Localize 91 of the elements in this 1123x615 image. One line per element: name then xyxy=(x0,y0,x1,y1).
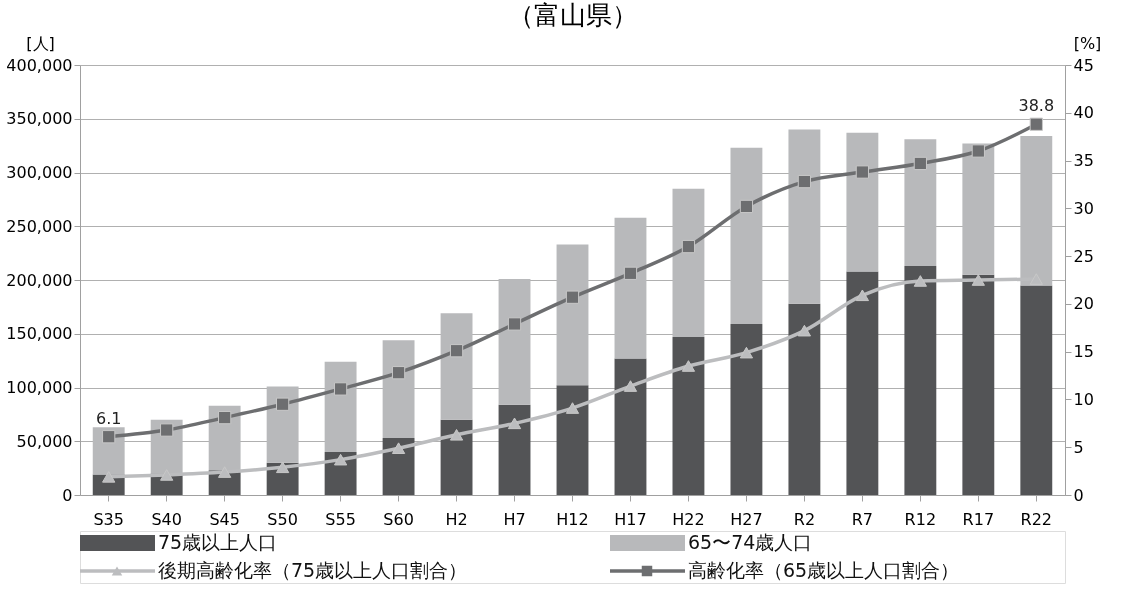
y2-tick-label: 35 xyxy=(1073,151,1094,171)
x-tick-label: H22 xyxy=(672,509,705,529)
point xyxy=(1029,117,1043,131)
point xyxy=(913,275,927,287)
x-tick-label: H17 xyxy=(614,509,647,529)
x-tick-label: S55 xyxy=(325,509,356,529)
bar xyxy=(788,303,821,495)
x-tick-label: S40 xyxy=(151,509,182,529)
point xyxy=(739,346,754,359)
bar xyxy=(440,419,473,495)
y2-tick-label: 30 xyxy=(1073,198,1094,218)
y-tick-label: 400,000 xyxy=(6,55,73,75)
point xyxy=(391,442,406,454)
bar xyxy=(962,274,995,495)
point xyxy=(565,290,580,304)
legend-label: 75歳以上人口 xyxy=(158,531,278,553)
point xyxy=(333,453,348,466)
point xyxy=(160,469,174,481)
data-label: 6.1 xyxy=(95,408,122,428)
y2-tick-label: 20 xyxy=(1073,294,1094,314)
x-tick-label: R7 xyxy=(851,509,874,529)
bar xyxy=(556,385,589,495)
point xyxy=(681,239,696,254)
point xyxy=(449,344,464,358)
point xyxy=(855,289,869,302)
x-tick-label: R12 xyxy=(904,509,937,529)
x-tick-label: H27 xyxy=(730,509,763,529)
point xyxy=(913,156,927,171)
y2-tick-label: 45 xyxy=(1073,55,1094,75)
point xyxy=(391,366,406,380)
point xyxy=(276,397,290,411)
y-tick-label: 300,000 xyxy=(6,163,73,182)
point xyxy=(739,199,754,214)
y-tick-label: 50,000 xyxy=(16,431,73,451)
x-tick-label: S60 xyxy=(383,509,414,529)
point xyxy=(276,461,290,474)
chart-title: （富山県） xyxy=(507,0,638,30)
x-tick-label: S50 xyxy=(267,509,298,529)
y-tick-label: 350,000 xyxy=(6,109,73,129)
point xyxy=(102,430,116,444)
point xyxy=(102,471,116,483)
x-tick-label: R2 xyxy=(793,509,816,529)
x-tick-label: S45 xyxy=(209,509,240,529)
y2-tick-label: 10 xyxy=(1073,389,1094,409)
bar xyxy=(1020,285,1053,495)
x-tick-label: H7 xyxy=(503,509,526,529)
point xyxy=(160,423,174,437)
point xyxy=(1029,273,1043,285)
bar xyxy=(846,271,879,495)
point xyxy=(797,324,812,337)
point xyxy=(623,266,638,280)
y-tick-label: 150,000 xyxy=(6,324,73,344)
y2-tick-label: 40 xyxy=(1073,103,1094,123)
bar xyxy=(730,324,763,495)
y2-tick-label: 0 xyxy=(1073,485,1084,505)
point xyxy=(971,144,985,158)
bar xyxy=(382,438,415,495)
y-tick-label: 100,000 xyxy=(6,378,73,397)
x-tick-label: R17 xyxy=(962,509,995,529)
x-tick-label: H12 xyxy=(556,509,589,529)
bar xyxy=(904,266,937,495)
y2-tick-label: 15 xyxy=(1073,342,1094,362)
point xyxy=(333,382,348,396)
point xyxy=(507,317,522,331)
point xyxy=(449,429,464,441)
y-tick-label: 200,000 xyxy=(6,270,73,290)
point xyxy=(623,380,638,392)
y2-tick-label: 25 xyxy=(1073,246,1094,266)
y-axis-title: [人] xyxy=(26,33,55,53)
y-tick-label: 250,000 xyxy=(6,216,73,236)
legend-label: 高齢化率（65歳以上人口割合） xyxy=(688,559,960,581)
legend-label: 後期高齢化率（75歳以上人口割合） xyxy=(158,559,468,581)
x-tick-label: S35 xyxy=(93,509,124,529)
legend-label: 65〜74歳人口 xyxy=(688,531,813,553)
bar xyxy=(614,358,647,495)
point xyxy=(218,410,232,425)
data-label: 38.8 xyxy=(1018,96,1055,116)
x-tick-label: R22 xyxy=(1020,509,1053,529)
point xyxy=(218,466,232,478)
point xyxy=(855,165,869,179)
bar xyxy=(672,336,705,495)
bar xyxy=(498,404,531,495)
y2-axis-title: [%] xyxy=(1073,33,1102,53)
y-tick-label: 0 xyxy=(62,485,73,505)
x-tick-label: H2 xyxy=(445,509,468,529)
point xyxy=(971,274,985,286)
point xyxy=(797,174,812,189)
point xyxy=(681,360,696,372)
y2-tick-label: 5 xyxy=(1073,437,1084,457)
point xyxy=(565,402,580,414)
point xyxy=(507,417,522,430)
